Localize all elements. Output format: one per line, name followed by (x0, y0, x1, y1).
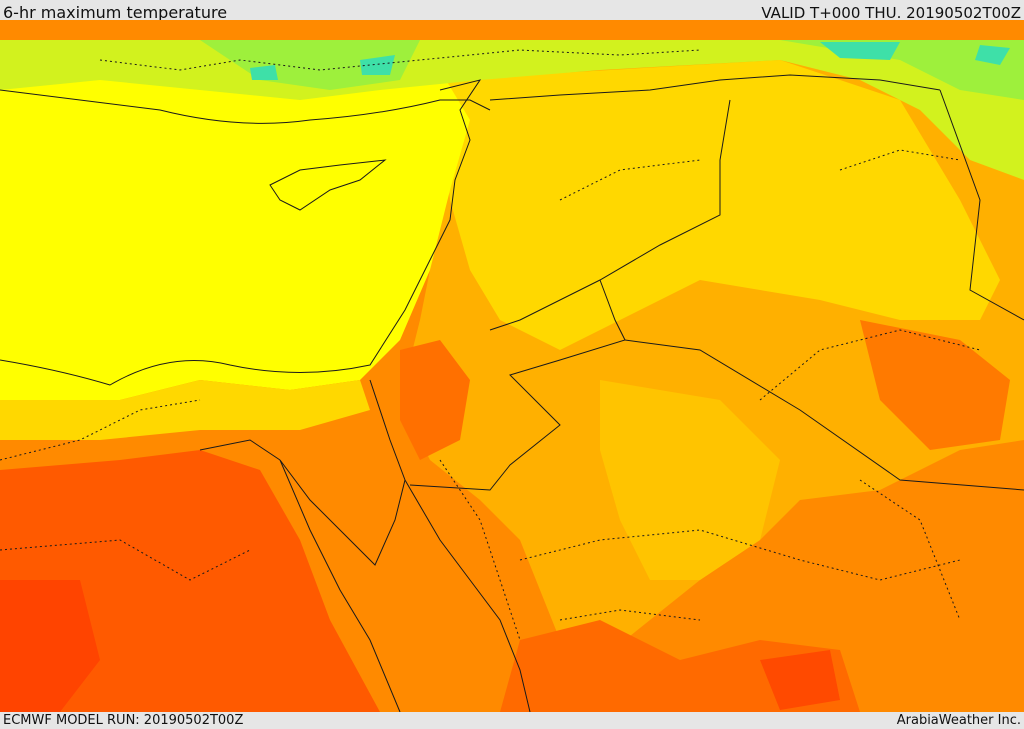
field-gold-coast (0, 380, 370, 440)
boundaries (0, 74, 1024, 712)
field-green-1 (200, 40, 420, 90)
field-gold-south (600, 380, 780, 580)
field-hottest-s (760, 650, 840, 710)
map-header: 6-hr maximum temperature VALID T+000 THU… (0, 0, 1024, 22)
admin-lines (0, 49, 981, 641)
field-yellow-sea (0, 50, 470, 400)
field-hottest-w (0, 580, 100, 712)
field-cyan-1 (820, 42, 900, 60)
temperature-field (0, 20, 1024, 712)
field-hot-deadsea (400, 340, 470, 460)
field-cyan-3 (360, 55, 395, 75)
valid-time-label: VALID T+000 THU. 20190502T00Z (761, 4, 1021, 22)
field-cyan-4 (250, 65, 278, 80)
temperature-map[interactable] (0, 20, 1024, 712)
map-title: 6-hr maximum temperature (3, 3, 228, 22)
field-green-2 (780, 40, 1024, 100)
field-hot-south (500, 620, 860, 712)
field-hot-iraq (860, 320, 1010, 450)
field-cyan-2 (975, 45, 1010, 65)
model-run-label: ECMWF MODEL RUN: 20190502T00Z (3, 713, 244, 728)
map-footer: ECMWF MODEL RUN: 20190502T00Z ArabiaWeat… (0, 712, 1024, 729)
credit-label: ArabiaWeather Inc. (896, 713, 1021, 728)
